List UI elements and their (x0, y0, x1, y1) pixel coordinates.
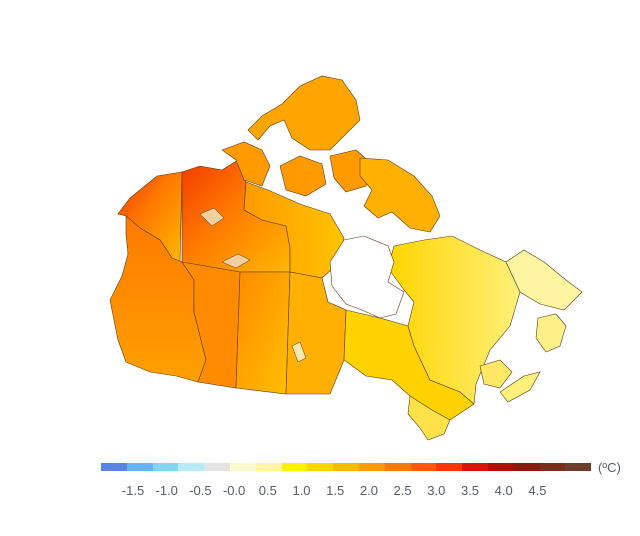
legend-swatch (204, 463, 230, 471)
legend-swatch (281, 463, 308, 471)
color-legend-bar (101, 463, 592, 471)
legend-swatch (539, 463, 566, 471)
legend-tick-label: -1.5 (121, 483, 145, 498)
legend-tick-label: 2.5 (393, 483, 412, 498)
region-new-brunswick (479, 359, 513, 389)
southern-ontario (407, 395, 451, 441)
region-newfoundland (535, 313, 567, 353)
legend-swatch (462, 463, 488, 471)
legend-swatch (178, 463, 205, 471)
legend-tick-label: 1.5 (326, 483, 345, 498)
hudson-bay (329, 235, 405, 319)
legend-tick-label: 2.0 (359, 483, 378, 498)
legend-tick-label: -0.5 (189, 483, 212, 498)
legend-tick-label: 0.5 (258, 483, 277, 498)
legend-tick-label: 3.0 (427, 483, 446, 498)
legend-swatch (487, 463, 514, 471)
legend-tick-label: 4.0 (494, 483, 513, 498)
legend-swatch (384, 463, 411, 471)
legend-unit-label: (ºC) (598, 460, 621, 475)
legend-tick-label: 1.0 (292, 483, 311, 498)
region-quebec (387, 235, 521, 405)
legend-swatch (565, 463, 592, 471)
great-bear-lake (199, 207, 225, 227)
region-british-columbia (109, 215, 207, 383)
region-nova-scotia (499, 371, 541, 403)
legend-tick-label: 3.5 (460, 483, 480, 498)
legend-swatch (358, 463, 385, 471)
arctic-islands (247, 75, 361, 151)
legend-swatch (101, 463, 127, 471)
legend-swatch (152, 463, 179, 471)
region-saskatchewan (235, 271, 291, 395)
lake-winnipeg (291, 341, 307, 363)
legend-tick-label: -0.0 (222, 483, 246, 498)
legend-swatch (513, 463, 540, 471)
legend-swatch (436, 463, 463, 471)
arctic-islands-south (221, 141, 373, 197)
legend-swatch (410, 463, 437, 471)
legend-swatch (307, 463, 334, 471)
legend-swatch (126, 463, 153, 471)
great-slave-lake (221, 253, 251, 269)
baffin-island (359, 157, 441, 233)
legend-tick-label: -1.0 (155, 483, 178, 498)
legend-swatch (229, 463, 256, 471)
region-labrador (505, 249, 583, 311)
legend-swatch (333, 463, 359, 471)
legend-swatch (255, 463, 282, 471)
legend-tick-label: 4.5 (528, 483, 547, 498)
